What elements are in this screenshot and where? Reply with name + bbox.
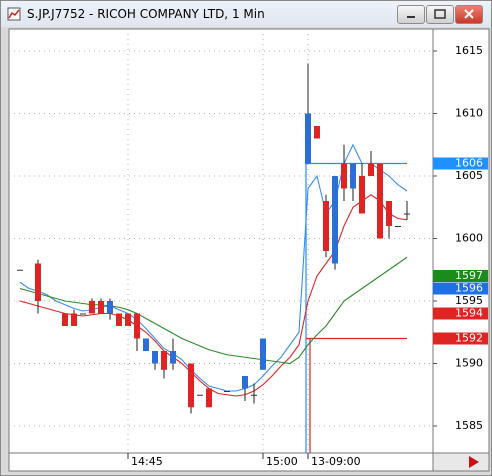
plot-area [8, 28, 434, 454]
candle-body [107, 301, 113, 314]
price-marker [433, 282, 488, 295]
scroll-corner [432, 452, 490, 472]
candle-body [341, 163, 347, 189]
candle-body [71, 313, 77, 326]
candle-body [35, 263, 41, 301]
candle-body [368, 163, 374, 176]
time-axis [8, 452, 434, 472]
candle-body [62, 313, 68, 326]
chart: 1585 1590 1595 1600 1605 1610 1615 14:45 15:00 13… [8, 28, 490, 472]
candle-body [224, 391, 230, 392]
price-marker-label: 1596 [455, 282, 483, 295]
price-marker-label: 1606 [455, 157, 483, 170]
y-tick-label: 1585 [455, 419, 483, 432]
candle-body [152, 351, 158, 364]
y-tick-label: 1615 [455, 44, 483, 57]
candle-body [125, 313, 131, 326]
x-tick-label: 13-09:00 [311, 455, 361, 468]
minimize-button[interactable] [397, 5, 425, 24]
candle-body [260, 338, 266, 370]
candle-body [89, 301, 95, 314]
close-button[interactable] [455, 5, 483, 24]
candle-body [305, 113, 311, 164]
candle-body [17, 269, 23, 271]
price-marker-label: 1592 [455, 332, 483, 345]
indicator-line [19, 194, 408, 397]
candle-body [359, 176, 365, 214]
price-marker [433, 307, 488, 320]
candle-body [116, 313, 122, 326]
candle-body [197, 394, 203, 396]
price-marker [433, 332, 488, 345]
maximize-button[interactable] [426, 5, 454, 24]
candle-body [206, 388, 212, 408]
app-icon [7, 7, 21, 21]
candle-body [350, 163, 356, 189]
y-tick-label: 1605 [455, 169, 483, 182]
y-tick-label: 1595 [455, 294, 483, 307]
candle-body [314, 126, 320, 139]
y-tick-label: 1590 [455, 357, 483, 370]
price-marker [433, 270, 488, 282]
candle-body [323, 201, 329, 251]
candle-body [188, 363, 194, 408]
candle-body [80, 313, 86, 315]
candle-body [404, 213, 410, 215]
candle-body [332, 176, 338, 264]
y-tick-label: 1600 [455, 232, 483, 245]
title-bar: S.JP.J7752 - RICOH COMPANY LTD, 1 Min [1, 1, 491, 27]
candle-body [143, 338, 149, 351]
indicator-line [19, 256, 408, 365]
y-tick-label: 1610 [455, 107, 483, 120]
candle-body [377, 163, 383, 239]
candle-body [98, 301, 104, 314]
x-tick-label: 14:45 [131, 455, 163, 468]
plot [9, 29, 433, 453]
price-axis [432, 28, 490, 454]
candle-body [161, 351, 167, 370]
price-marker [433, 157, 488, 170]
x-tick-label: 15:00 [266, 455, 298, 468]
price-marker-label: 1594 [455, 307, 483, 320]
candle-body [134, 313, 140, 339]
candle-body [251, 394, 257, 396]
candle-body [386, 201, 392, 226]
price-marker-label: 1597 [455, 269, 483, 282]
candle-body [170, 351, 176, 364]
candle-body [395, 226, 401, 227]
candle-body [242, 376, 248, 389]
scroll-arrow [469, 456, 479, 468]
window-title: S.JP.J7752 - RICOH COMPANY LTD, 1 Min [27, 7, 265, 21]
